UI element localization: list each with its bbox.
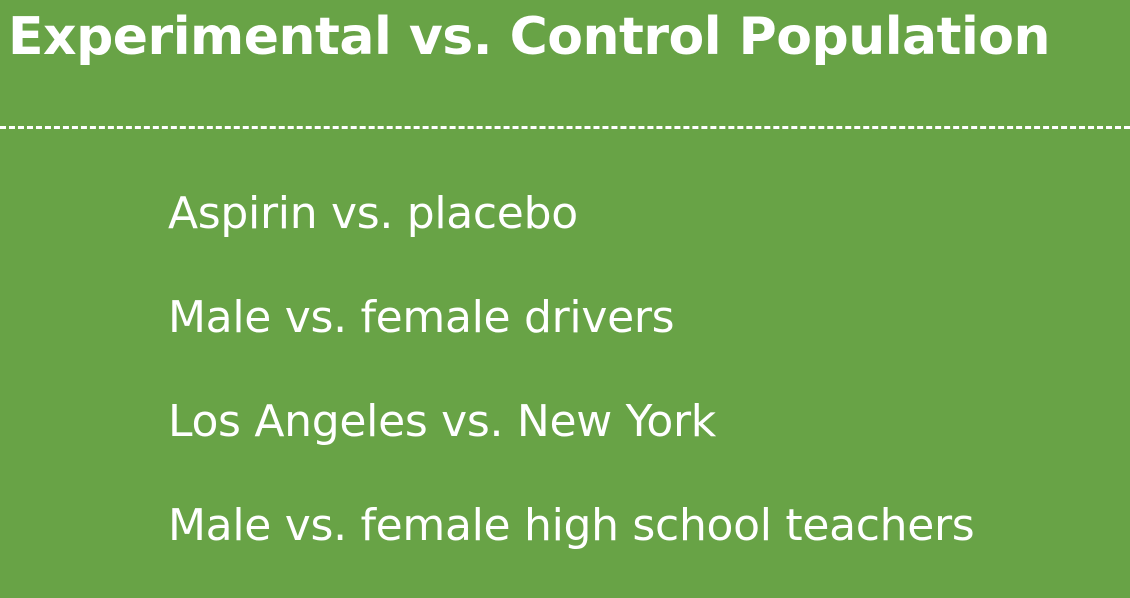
list-item: Los Angeles vs. New York	[168, 396, 716, 447]
slide: Experimental vs. Control Population Aspi…	[0, 7, 1130, 551]
slide-title: Experimental vs. Control Population	[8, 7, 1051, 67]
example-list: Aspirin vs. placebo Male vs. female driv…	[168, 182, 975, 598]
list-item: Male vs. female high school teachers	[168, 500, 975, 551]
list-item: Male vs. female drivers	[168, 292, 675, 343]
dashed-divider	[0, 126, 1130, 129]
list-item: Aspirin vs. placebo	[168, 188, 578, 239]
